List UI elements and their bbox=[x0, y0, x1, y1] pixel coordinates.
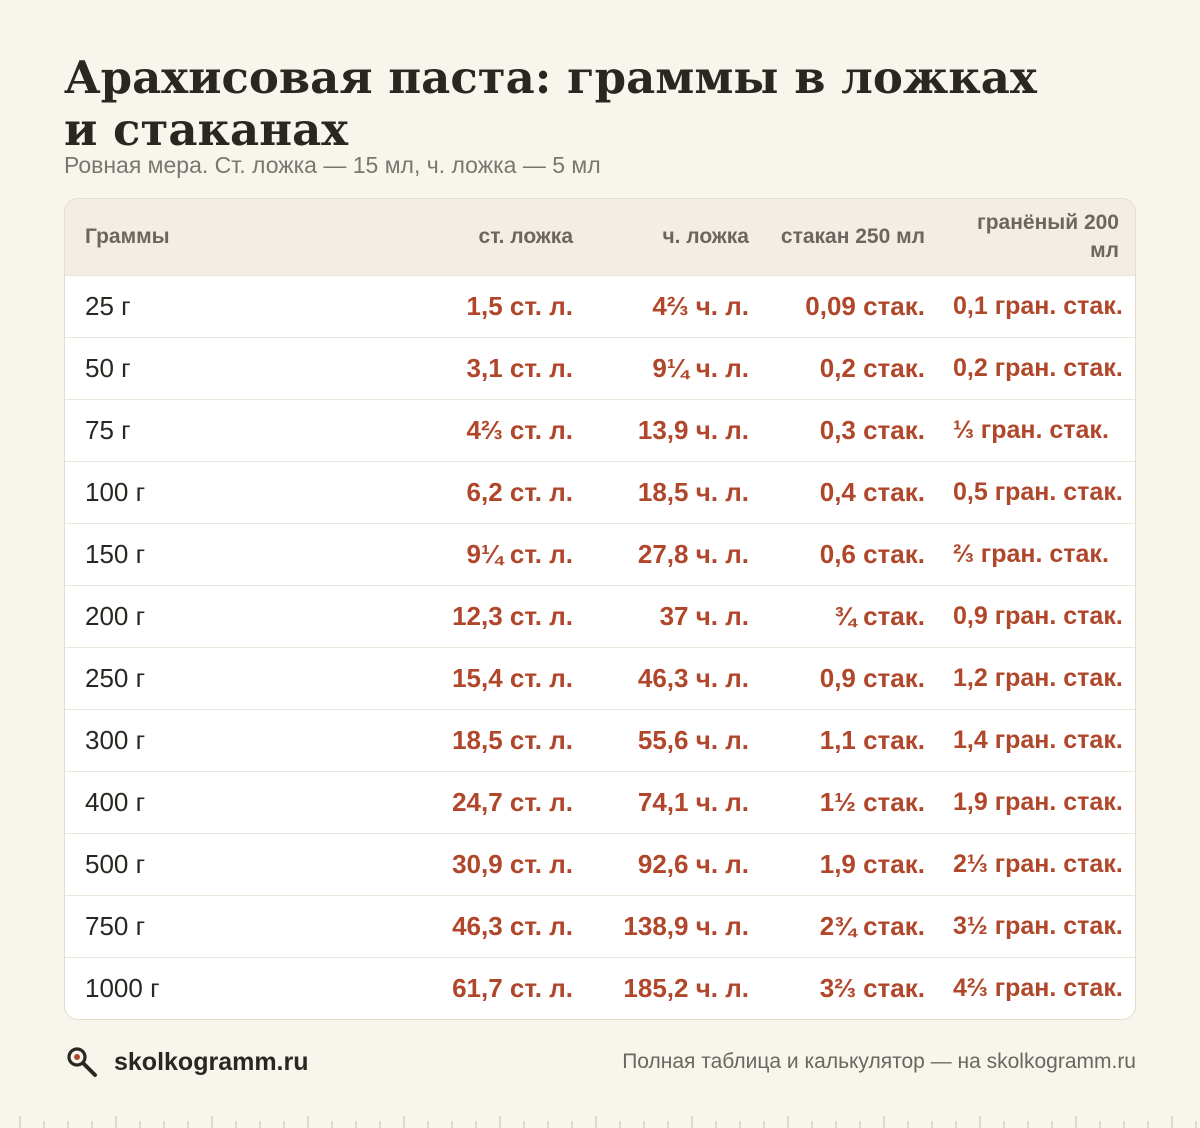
cell-teaspoon: 37 ч. л. bbox=[659, 601, 749, 631]
cell-tablespoon: 3,1 ст. л. bbox=[466, 353, 573, 383]
cell-tablespoon: 61,7 ст. л. bbox=[452, 973, 573, 1004]
cell-teaspoon: 18,5 ч. л. bbox=[637, 477, 749, 507]
cell-teaspoon: 185,2 ч. л. bbox=[623, 973, 749, 1004]
cell-grams: 100 г bbox=[85, 477, 146, 507]
cell-cup-250: 3⅔ стак. bbox=[819, 973, 925, 1004]
column-header-faceted-glass-200: гранёный 200 мл bbox=[976, 210, 1119, 262]
cell-faceted-glass-200: 0,5 гран. стак. bbox=[953, 478, 1123, 506]
brand-name: skolkogramm.ru bbox=[114, 1047, 309, 1076]
cell-grams: 750 г bbox=[85, 911, 146, 941]
cell-tablespoon: 12,3 ст. л. bbox=[452, 601, 573, 631]
cell-tablespoon: 18,5 ст. л. bbox=[452, 725, 573, 755]
cell-faceted-glass-200: 4⅔ гран. стак. bbox=[953, 974, 1123, 1003]
cell-tablespoon: 9¼ ст. л. bbox=[466, 539, 573, 569]
table-row: 150 г 9¼ ст. л. 27,8 ч. л. 0,6 стак. ⅔ гран.… bbox=[65, 523, 1135, 585]
cell-cup-250: 0,6 стак. bbox=[819, 539, 925, 569]
table-row: 100 г 6,2 ст. л. 18,5 ч. л. 0,4 стак. 0,5 гр… bbox=[65, 461, 1135, 523]
cell-tablespoon: 30,9 ст. л. bbox=[452, 849, 573, 879]
cell-teaspoon: 55,6 ч. л. bbox=[637, 725, 749, 755]
cell-teaspoon: 27,8 ч. л. bbox=[637, 539, 749, 569]
cell-faceted-glass-200: ⅔ гран. стак. bbox=[953, 540, 1109, 568]
page-subtitle: Ровная мера. Ст. ложка — 15 мл, ч. ложка… bbox=[64, 152, 601, 178]
magnifier-icon bbox=[64, 1044, 100, 1080]
cell-grams: 150 г bbox=[85, 539, 146, 569]
cell-cup-250: 0,4 стак. bbox=[819, 477, 925, 507]
cell-tablespoon: 1,5 ст. л. bbox=[466, 291, 573, 321]
column-header-cup-250: стакан 250 мл bbox=[780, 224, 925, 248]
cell-teaspoon: 4⅔ ч. л. bbox=[652, 291, 749, 321]
cell-grams: 500 г bbox=[85, 849, 146, 879]
cell-grams: 50 г bbox=[85, 353, 131, 383]
cell-faceted-glass-200: 3½ гран. стак. bbox=[953, 912, 1123, 940]
cell-faceted-glass-200: 0,2 гран. стак. bbox=[953, 354, 1123, 382]
cell-cup-250: 2¾ стак. bbox=[819, 911, 925, 941]
table-row: 300 г 18,5 ст. л. 55,6 ч. л. 1,1 стак. 1,4 г… bbox=[65, 709, 1135, 771]
cell-cup-250: 1,1 стак. bbox=[819, 725, 925, 755]
table-row: 500 г 30,9 ст. л. 92,6 ч. л. 1,9 стак. 2⅓ гр… bbox=[65, 833, 1135, 895]
cell-faceted-glass-200: 1,4 гран. стак. bbox=[953, 726, 1123, 754]
cell-grams: 200 г bbox=[85, 601, 146, 631]
table-row: 400 г 24,7 ст. л. 74,1 ч. л. 1½ стак. 1,9 гр… bbox=[65, 771, 1135, 833]
cell-cup-250: 0,9 стак. bbox=[819, 663, 925, 693]
cell-grams: 400 г bbox=[85, 787, 146, 817]
cell-grams: 1000 г bbox=[85, 973, 160, 1004]
table-row: 750 г 46,3 ст. л. 138,9 ч. л. 2¾ стак. 3½ гр… bbox=[65, 895, 1135, 957]
cell-teaspoon: 138,9 ч. л. bbox=[623, 911, 749, 941]
cell-teaspoon: 9¼ ч. л. bbox=[652, 353, 749, 383]
cell-faceted-glass-200: 1,9 гран. стак. bbox=[953, 788, 1123, 816]
table-header-row: Граммы ст. ложка ч. ложка стакан 250 мл … bbox=[65, 199, 1135, 275]
cell-grams: 25 г bbox=[85, 291, 131, 321]
column-header-teaspoon: ч. ложка bbox=[662, 224, 749, 248]
table-row: 50 г 3,1 ст. л. 9¼ ч. л. 0,2 стак. 0,2 гран.… bbox=[65, 337, 1135, 399]
column-header-grams: Граммы bbox=[85, 224, 170, 248]
brand-block: skolkogramm.ru bbox=[64, 1044, 309, 1080]
cell-tablespoon: 4⅔ ст. л. bbox=[466, 415, 573, 445]
cell-tablespoon: 46,3 ст. л. bbox=[452, 911, 573, 941]
conversion-table-card: Граммы ст. ложка ч. ложка стакан 250 мл … bbox=[64, 198, 1136, 1020]
cell-teaspoon: 46,3 ч. л. bbox=[637, 663, 749, 693]
cell-faceted-glass-200: 0,9 гран. стак. bbox=[953, 602, 1123, 630]
table-row: 75 г 4⅔ ст. л. 13,9 ч. л. 0,3 стак. ⅓ гран. … bbox=[65, 399, 1135, 461]
table-row: 250 г 15,4 ст. л. 46,3 ч. л. 0,9 стак. 1,2 г… bbox=[65, 647, 1135, 709]
table-body: 25 г 1,5 ст. л. 4⅔ ч. л. 0,09 стак. 0,1 гран… bbox=[65, 275, 1135, 1019]
cell-grams: 75 г bbox=[85, 415, 131, 445]
cell-cup-250: 1,9 стак. bbox=[819, 849, 925, 879]
cell-tablespoon: 15,4 ст. л. bbox=[452, 663, 573, 693]
cell-grams: 250 г bbox=[85, 663, 146, 693]
cell-faceted-glass-200: ⅓ гран. стак. bbox=[953, 416, 1109, 444]
cell-faceted-glass-200: 0,1 гран. стак. bbox=[953, 292, 1123, 320]
cell-faceted-glass-200: 2⅓ гран. стак. bbox=[953, 850, 1123, 878]
table-row: 200 г 12,3 ст. л. 37 ч. л. ¾ стак. 0,9 гран.… bbox=[65, 585, 1135, 647]
cell-teaspoon: 92,6 ч. л. bbox=[637, 849, 749, 879]
ruler-decoration bbox=[19, 1116, 1197, 1128]
cell-grams: 300 г bbox=[85, 725, 146, 755]
column-header-tablespoon: ст. ложка bbox=[478, 224, 573, 248]
cell-cup-250: 1½ стак. bbox=[819, 787, 925, 817]
cell-tablespoon: 24,7 ст. л. bbox=[452, 787, 573, 817]
cell-teaspoon: 13,9 ч. л. bbox=[637, 415, 749, 445]
footer-note: Полная таблица и калькулятор — на skolko… bbox=[622, 1050, 1136, 1073]
cell-faceted-glass-200: 1,2 гран. стак. bbox=[953, 664, 1123, 692]
cell-cup-250: 0,2 стак. bbox=[819, 353, 925, 383]
page-title: Арахисовая паста: граммы в ложках и стак… bbox=[64, 51, 1037, 156]
table-row: 25 г 1,5 ст. л. 4⅔ ч. л. 0,09 стак. 0,1 гран… bbox=[65, 275, 1135, 337]
cell-cup-250: ¾ стак. bbox=[834, 601, 925, 631]
cell-cup-250: 0,3 стак. bbox=[819, 415, 925, 445]
cell-cup-250: 0,09 стак. bbox=[805, 291, 925, 321]
conversion-table: Граммы ст. ложка ч. ложка стакан 250 мл … bbox=[65, 199, 1135, 1019]
cell-teaspoon: 74,1 ч. л. bbox=[637, 787, 749, 817]
cell-tablespoon: 6,2 ст. л. bbox=[466, 477, 573, 507]
table-row: 1000 г 61,7 ст. л. 185,2 ч. л. 3⅔ стак. 4⅔ г… bbox=[65, 957, 1135, 1019]
